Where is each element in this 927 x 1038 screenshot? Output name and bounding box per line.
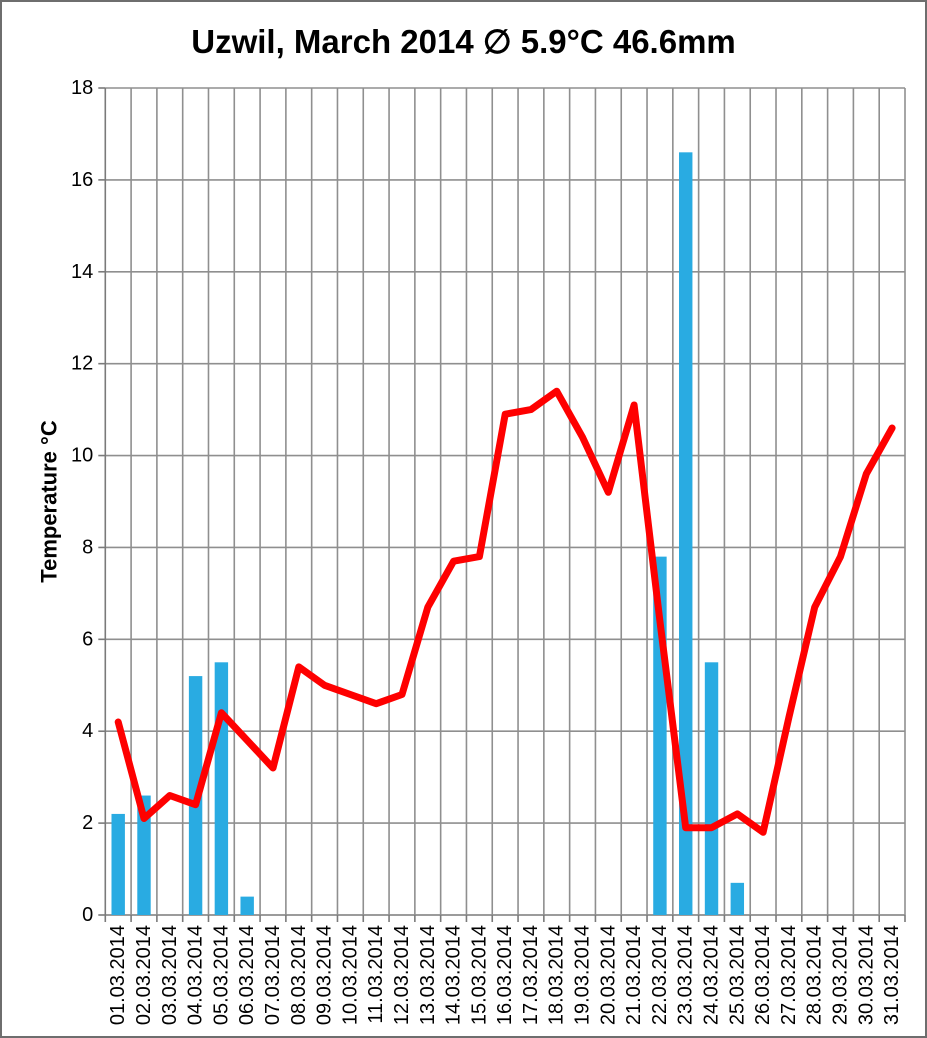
y-tick-label: 0 <box>82 904 93 926</box>
chart-title: Uzwil, March 2014 ∅ 5.9°C 46.6mm <box>191 23 736 60</box>
x-tick-label: 19.03.2014 <box>572 925 594 1025</box>
temperature-line <box>114 387 896 836</box>
x-tick-label: 23.03.2014 <box>675 925 697 1025</box>
x-tick-label: 25.03.2014 <box>726 925 748 1025</box>
precipitation-bar <box>730 882 745 915</box>
x-tick-label: 28.03.2014 <box>804 925 826 1025</box>
y-tick-label: 14 <box>71 261 93 283</box>
y-tick-label: 16 <box>71 169 93 191</box>
x-tick-label: 03.03.2014 <box>159 925 181 1025</box>
x-tick-label: 27.03.2014 <box>778 925 800 1025</box>
y-tick-label: 18 <box>71 77 93 99</box>
x-tick-label: 31.03.2014 <box>881 925 903 1025</box>
x-tick-label: 08.03.2014 <box>288 925 310 1025</box>
x-tick-label: 02.03.2014 <box>133 925 155 1025</box>
x-tick-label: 10.03.2014 <box>339 925 361 1025</box>
x-tick-label: 14.03.2014 <box>443 925 465 1025</box>
x-tick-label: 13.03.2014 <box>417 925 439 1025</box>
x-tick-label: 12.03.2014 <box>391 925 413 1025</box>
x-tick-label: 22.03.2014 <box>649 925 671 1025</box>
x-tick-label: 11.03.2014 <box>365 925 387 1024</box>
y-tick-label: 8 <box>82 536 93 558</box>
x-tick-label: 06.03.2014 <box>236 925 258 1025</box>
x-tick-label: 17.03.2014 <box>520 925 542 1025</box>
precipitation-bar <box>240 896 254 915</box>
y-tick-label: 6 <box>82 628 93 650</box>
x-tick-label: 18.03.2014 <box>546 925 568 1025</box>
precipitation-bar <box>679 152 693 916</box>
precipitation-bar <box>137 795 151 915</box>
x-tick-label: 05.03.2014 <box>210 925 232 1025</box>
x-tick-label: 30.03.2014 <box>855 925 877 1025</box>
y-tick-label: 10 <box>71 445 93 467</box>
y-tick-label: 4 <box>82 720 93 742</box>
x-tick-label: 26.03.2014 <box>752 925 774 1025</box>
y-tick-label: 12 <box>71 353 93 375</box>
y-axis-title: Temperature °C <box>37 420 62 583</box>
x-tick-label: 15.03.2014 <box>468 925 490 1025</box>
x-tick-label: 21.03.2014 <box>623 925 645 1025</box>
x-tick-label: 16.03.2014 <box>494 925 516 1025</box>
x-tick-label: 04.03.2014 <box>185 925 207 1025</box>
x-tick-label: 07.03.2014 <box>262 925 284 1025</box>
x-tick-label: 24.03.2014 <box>701 925 723 1025</box>
x-tick-label: 20.03.2014 <box>597 925 619 1025</box>
x-tick-label: 01.03.2014 <box>107 925 129 1025</box>
precipitation-bar <box>111 813 125 915</box>
precipitation-bar <box>704 662 719 915</box>
precipitation-bar <box>214 662 229 915</box>
x-tick-label: 09.03.2014 <box>314 925 336 1025</box>
x-tick-label: 29.03.2014 <box>830 925 852 1025</box>
y-tick-label: 2 <box>82 812 93 834</box>
